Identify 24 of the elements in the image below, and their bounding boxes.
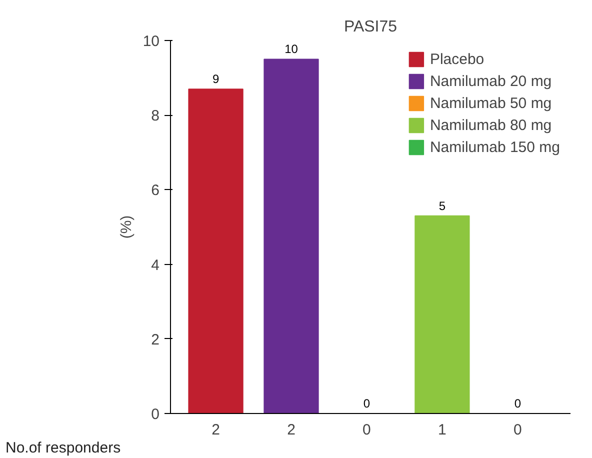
x-axis-title: No.of responders xyxy=(6,440,121,456)
data-label: 9 xyxy=(212,72,220,86)
data-label: 0 xyxy=(514,396,522,410)
y-tick-label: 4 xyxy=(151,256,160,274)
data-label: 5 xyxy=(438,198,446,213)
chart-title: PASI75 xyxy=(344,18,398,36)
x-tick-label: 2 xyxy=(212,422,220,438)
y-tick-label: 8 xyxy=(151,108,160,125)
y-axis-title: (%) xyxy=(118,215,135,239)
x-tick-label: 0 xyxy=(362,422,371,438)
legend-label: Namilumab 150 mg xyxy=(430,138,560,156)
legend-label: Namilumab 50 mg xyxy=(430,94,552,112)
x-tick-label: 2 xyxy=(287,422,296,438)
data-label: 10 xyxy=(284,42,298,56)
legend-label: Namilumab 80 mg xyxy=(430,116,552,134)
x-tick-label: 1 xyxy=(438,422,446,438)
legend-label: Namilumab 20 mg xyxy=(430,72,552,90)
y-tick-label: 2 xyxy=(151,331,160,348)
y-tick-label: 6 xyxy=(151,182,160,200)
data-label: 0 xyxy=(363,396,370,410)
y-tick-label: 0 xyxy=(151,406,160,423)
x-tick-label: 0 xyxy=(514,422,522,438)
y-tick-label: 10 xyxy=(142,33,160,50)
legend-label: Placebo xyxy=(430,50,484,68)
